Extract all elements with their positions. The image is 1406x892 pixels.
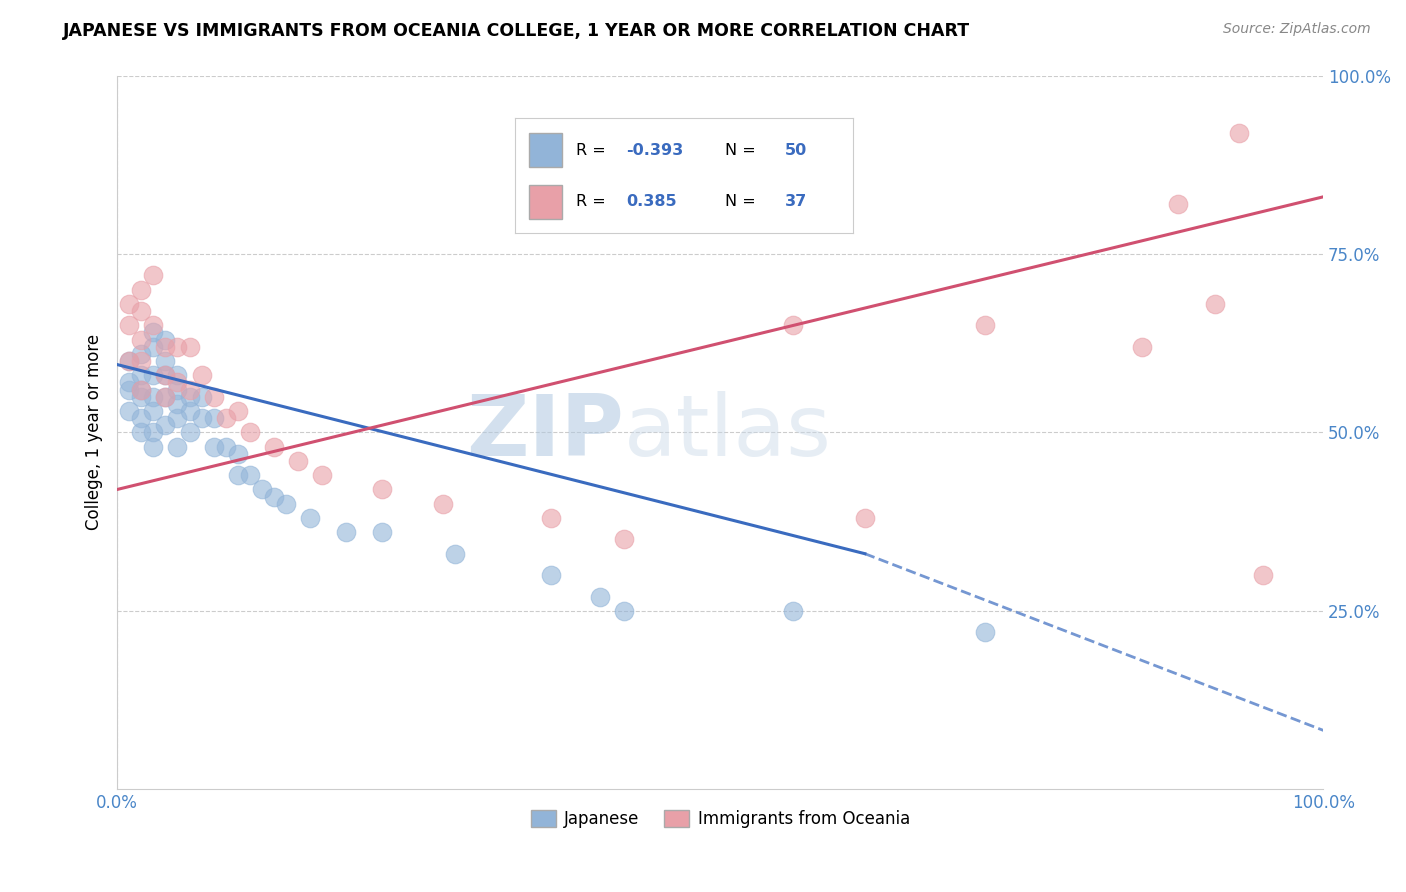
Point <box>335 525 357 540</box>
Point <box>155 390 177 404</box>
Point <box>118 318 141 333</box>
Point <box>853 511 876 525</box>
Point <box>142 318 165 333</box>
Point <box>166 440 188 454</box>
Point <box>588 590 610 604</box>
Point <box>155 390 177 404</box>
Point <box>299 511 322 525</box>
Point <box>142 268 165 283</box>
Point <box>250 483 273 497</box>
Point <box>239 468 262 483</box>
Point <box>166 340 188 354</box>
Point <box>131 383 153 397</box>
Point <box>155 333 177 347</box>
Point <box>131 411 153 425</box>
Point <box>432 497 454 511</box>
Point <box>311 468 333 483</box>
Point <box>166 383 188 397</box>
Point <box>190 390 212 404</box>
Point <box>142 326 165 340</box>
Point <box>371 525 394 540</box>
Point <box>226 447 249 461</box>
Point <box>131 304 153 318</box>
Text: ZIP: ZIP <box>465 391 624 474</box>
Point <box>155 340 177 354</box>
Point <box>131 283 153 297</box>
Point <box>142 425 165 440</box>
Point <box>1167 197 1189 211</box>
Point <box>226 404 249 418</box>
Point <box>118 297 141 311</box>
Point <box>444 547 467 561</box>
Point <box>371 483 394 497</box>
Point <box>155 354 177 368</box>
Point <box>782 604 804 618</box>
Point <box>142 340 165 354</box>
Point <box>274 497 297 511</box>
Point <box>166 411 188 425</box>
Point <box>202 390 225 404</box>
Point <box>239 425 262 440</box>
Text: Source: ZipAtlas.com: Source: ZipAtlas.com <box>1223 22 1371 37</box>
Point <box>131 383 153 397</box>
Point <box>166 376 188 390</box>
Point <box>782 318 804 333</box>
Y-axis label: College, 1 year or more: College, 1 year or more <box>86 334 103 531</box>
Point <box>142 390 165 404</box>
Point <box>1204 297 1226 311</box>
Point <box>1227 126 1250 140</box>
Point <box>131 368 153 383</box>
Point <box>118 354 141 368</box>
Point <box>287 454 309 468</box>
Point <box>166 397 188 411</box>
Point <box>179 404 201 418</box>
Point <box>179 425 201 440</box>
Point <box>974 625 997 640</box>
Point <box>131 354 153 368</box>
Point <box>118 404 141 418</box>
Point <box>131 425 153 440</box>
Point <box>1251 568 1274 582</box>
Point <box>118 383 141 397</box>
Point <box>118 376 141 390</box>
Point <box>142 440 165 454</box>
Point <box>540 568 562 582</box>
Point <box>226 468 249 483</box>
Point <box>263 490 285 504</box>
Point <box>179 383 201 397</box>
Point <box>613 604 636 618</box>
Point <box>540 511 562 525</box>
Point <box>142 404 165 418</box>
Point <box>166 368 188 383</box>
Point <box>179 340 201 354</box>
Point <box>263 440 285 454</box>
Point <box>142 368 165 383</box>
Point <box>155 418 177 433</box>
Point <box>190 411 212 425</box>
Point <box>1130 340 1153 354</box>
Point <box>131 390 153 404</box>
Point <box>215 411 238 425</box>
Point <box>131 347 153 361</box>
Text: JAPANESE VS IMMIGRANTS FROM OCEANIA COLLEGE, 1 YEAR OR MORE CORRELATION CHART: JAPANESE VS IMMIGRANTS FROM OCEANIA COLL… <box>63 22 970 40</box>
Point <box>131 333 153 347</box>
Point <box>179 390 201 404</box>
Point <box>974 318 997 333</box>
Text: atlas: atlas <box>624 391 832 474</box>
Point <box>202 440 225 454</box>
Point <box>202 411 225 425</box>
Point <box>155 368 177 383</box>
Legend: Japanese, Immigrants from Oceania: Japanese, Immigrants from Oceania <box>524 803 917 834</box>
Point <box>215 440 238 454</box>
Point <box>118 354 141 368</box>
Point <box>613 533 636 547</box>
Point <box>155 368 177 383</box>
Point <box>190 368 212 383</box>
